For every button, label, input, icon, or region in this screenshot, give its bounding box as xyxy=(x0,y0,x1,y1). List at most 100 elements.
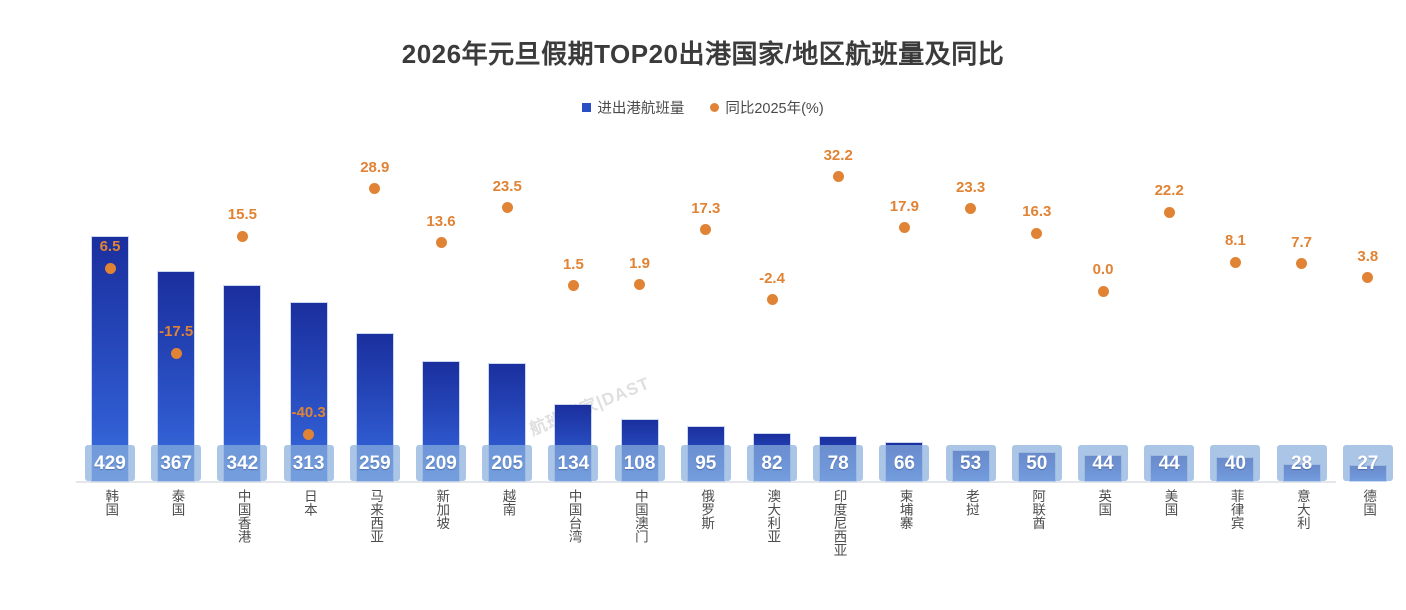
yoy-dot[interactable] xyxy=(898,222,910,234)
yoy-dot[interactable] xyxy=(567,280,579,292)
bar[interactable] xyxy=(92,237,128,481)
bar-value-badge: 108 xyxy=(614,445,665,481)
yoy-dot[interactable] xyxy=(435,237,447,249)
yoy-dot[interactable] xyxy=(303,428,315,440)
yoy-value-label: 13.6 xyxy=(426,212,456,230)
yoy-value-label: 32.2 xyxy=(823,146,853,164)
bar-value-label: 44 xyxy=(1092,452,1114,474)
yoy-value-label: -40.3 xyxy=(291,404,326,422)
yoy-value-label: 28.9 xyxy=(360,158,390,176)
x-axis-category-label: 德国 xyxy=(1340,489,1396,516)
yoy-dot[interactable] xyxy=(1296,258,1308,270)
x-axis-category-label: 越南 xyxy=(479,489,535,516)
bar-column[interactable]: 82 xyxy=(744,120,800,481)
yoy-value-label: 22.2 xyxy=(1154,182,1184,200)
x-axis-category-label: 中国台湾 xyxy=(545,489,601,543)
bar-column[interactable]: 44 xyxy=(1141,120,1197,481)
yoy-dot[interactable] xyxy=(832,171,844,183)
bar-column[interactable]: 95 xyxy=(678,120,734,481)
yoy-dot[interactable] xyxy=(1229,256,1241,268)
bar-value-badge: 44 xyxy=(1144,445,1195,481)
yoy-dot[interactable] xyxy=(1097,285,1109,297)
bar-column[interactable]: 108 xyxy=(612,120,668,481)
bar-value-label: 134 xyxy=(557,452,590,474)
bar-column[interactable]: 44 xyxy=(1075,120,1131,481)
yoy-value-label: 8.1 xyxy=(1224,232,1246,250)
x-axis-category-label: 英国 xyxy=(1075,489,1131,516)
chart-legend: 进出港航班量 同比2025年(%) xyxy=(0,97,1406,118)
x-axis-category-label: 老挝 xyxy=(943,489,999,516)
bar-column[interactable]: 209 xyxy=(413,120,469,481)
bar-value-badge: 82 xyxy=(747,445,797,481)
legend-item-yoy[interactable]: 同比2025年(%) xyxy=(710,97,824,118)
yoy-value-label: -2.4 xyxy=(759,269,785,287)
bar-value-label: 342 xyxy=(226,452,259,474)
x-axis-category-label: 澳大利亚 xyxy=(744,489,800,543)
bar-value-badge: 209 xyxy=(416,445,466,481)
x-axis-category-label: 菲律宾 xyxy=(1207,489,1263,530)
yoy-value-label: -17.5 xyxy=(159,323,194,341)
x-axis-category-text: 马来西亚 xyxy=(368,489,384,543)
yoy-dot[interactable] xyxy=(965,203,977,215)
x-axis-category-text: 韩国 xyxy=(103,489,119,516)
legend-item-bars[interactable]: 进出港航班量 xyxy=(582,97,684,118)
bar-column[interactable]: 134 xyxy=(545,120,601,481)
bar-column[interactable]: 28 xyxy=(1274,120,1330,481)
yoy-dot[interactable] xyxy=(501,202,513,214)
x-axis-category-text: 德国 xyxy=(1361,489,1377,516)
yoy-value-label: 17.3 xyxy=(691,199,721,217)
bar-value-label: 44 xyxy=(1158,452,1180,474)
bar-value-label: 313 xyxy=(292,452,325,474)
bar-value-badge: 342 xyxy=(217,445,268,481)
yoy-value-label: 17.9 xyxy=(889,197,919,215)
yoy-dot[interactable] xyxy=(104,262,116,274)
bar-column[interactable]: 66 xyxy=(876,120,932,481)
bar-value-label: 95 xyxy=(695,452,717,474)
bar-value-badge: 66 xyxy=(879,445,930,481)
bar-column[interactable]: 342 xyxy=(214,120,270,481)
bar-column[interactable]: 367 xyxy=(148,120,204,481)
x-axis-category-label: 美国 xyxy=(1141,489,1197,516)
x-axis-category-text: 中国香港 xyxy=(235,489,251,543)
bar-value-badge: 313 xyxy=(283,445,334,481)
bar-value-label: 205 xyxy=(491,452,524,474)
bar-value-label: 78 xyxy=(827,452,849,474)
bar-column[interactable]: 40 xyxy=(1207,120,1263,481)
bar-value-label: 367 xyxy=(160,452,193,474)
yoy-dot[interactable] xyxy=(1362,272,1374,284)
bar-value-label: 28 xyxy=(1291,452,1313,474)
yoy-value-label: 16.3 xyxy=(1022,203,1052,221)
bar-column[interactable]: 53 xyxy=(943,120,999,481)
yoy-dot[interactable] xyxy=(634,279,646,290)
bar-value-label: 50 xyxy=(1026,452,1048,474)
yoy-value-label: 1.9 xyxy=(629,254,651,272)
page-title: 2026年元旦假期TOP20出港国家/地区航班量及同比 xyxy=(401,39,1005,69)
bar-column[interactable]: 259 xyxy=(347,120,403,481)
bar-column[interactable]: 50 xyxy=(1009,120,1065,481)
yoy-dot[interactable] xyxy=(236,230,248,242)
yoy-value-label: 23.3 xyxy=(955,178,986,196)
bar-column[interactable]: 78 xyxy=(810,120,866,481)
x-axis-category-text: 日本 xyxy=(301,489,317,516)
x-axis-category-label: 中国香港 xyxy=(214,489,270,543)
x-axis-category-label: 阿联酋 xyxy=(1009,489,1065,530)
yoy-dot[interactable] xyxy=(170,347,182,359)
x-axis-category-text: 中国澳门 xyxy=(632,489,648,543)
bar-value-label: 209 xyxy=(425,452,457,474)
x-axis-category-label: 马来西亚 xyxy=(347,489,403,543)
x-axis-category-text: 俄罗斯 xyxy=(699,489,715,530)
yoy-dot[interactable] xyxy=(369,183,381,195)
bar-column[interactable]: 205 xyxy=(479,120,535,481)
bar-column[interactable]: 429 xyxy=(82,120,138,481)
yoy-dot[interactable] xyxy=(766,294,778,306)
bar-column[interactable]: 27 xyxy=(1340,120,1396,481)
bar-column[interactable]: 313 xyxy=(281,120,337,481)
bar-value-label: 82 xyxy=(761,452,783,474)
yoy-dot[interactable] xyxy=(1163,206,1175,218)
x-axis-category-text: 印度尼西亚 xyxy=(831,489,847,557)
yoy-dot[interactable] xyxy=(1031,227,1043,239)
x-axis-line xyxy=(76,481,1336,483)
yoy-value-label: 1.5 xyxy=(562,255,584,273)
yoy-dot[interactable] xyxy=(700,224,712,236)
